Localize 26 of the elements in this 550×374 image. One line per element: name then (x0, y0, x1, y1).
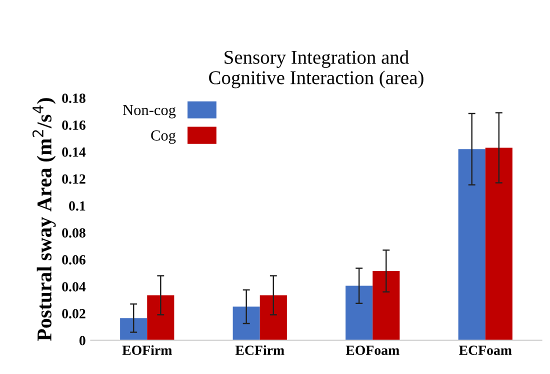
y-tick-label: 0.12 (62, 174, 86, 184)
y-tick-label: 0.06 (62, 255, 86, 265)
x-tick-label: ECFirm (235, 345, 284, 355)
x-tick-label: EOFoam (346, 346, 400, 355)
y-tick-label: 0 (79, 336, 86, 346)
chart-title: Sensory Integration and Cognitive Interaction (area) (209, 50, 424, 88)
bar (260, 295, 287, 340)
bar (147, 295, 174, 340)
legend-label: Cog (151, 130, 176, 144)
y-tick-label: 0.18 (62, 94, 86, 104)
y-axis-title: Postural sway Area (m$^{2}$/s$^{4}$) (32, 98, 56, 341)
y-tick-label: 0.1 (69, 201, 86, 211)
bar (346, 286, 373, 340)
bar (458, 149, 486, 340)
x-tick-label: ECFoam (458, 346, 512, 355)
y-tick-label: 0.08 (62, 228, 86, 238)
y-tick-label: 0.04 (62, 282, 86, 292)
y-tick-label: 0.02 (62, 308, 86, 318)
y-tick-label: 0.16 (62, 120, 86, 130)
legend-label: Non-cog (122, 105, 176, 118)
bar (232, 306, 260, 340)
bar (485, 148, 512, 340)
x-tick-label: EOFirm (122, 345, 172, 355)
bar (120, 318, 148, 340)
bar (372, 271, 400, 340)
y-tick-label: 0.14 (62, 147, 86, 157)
